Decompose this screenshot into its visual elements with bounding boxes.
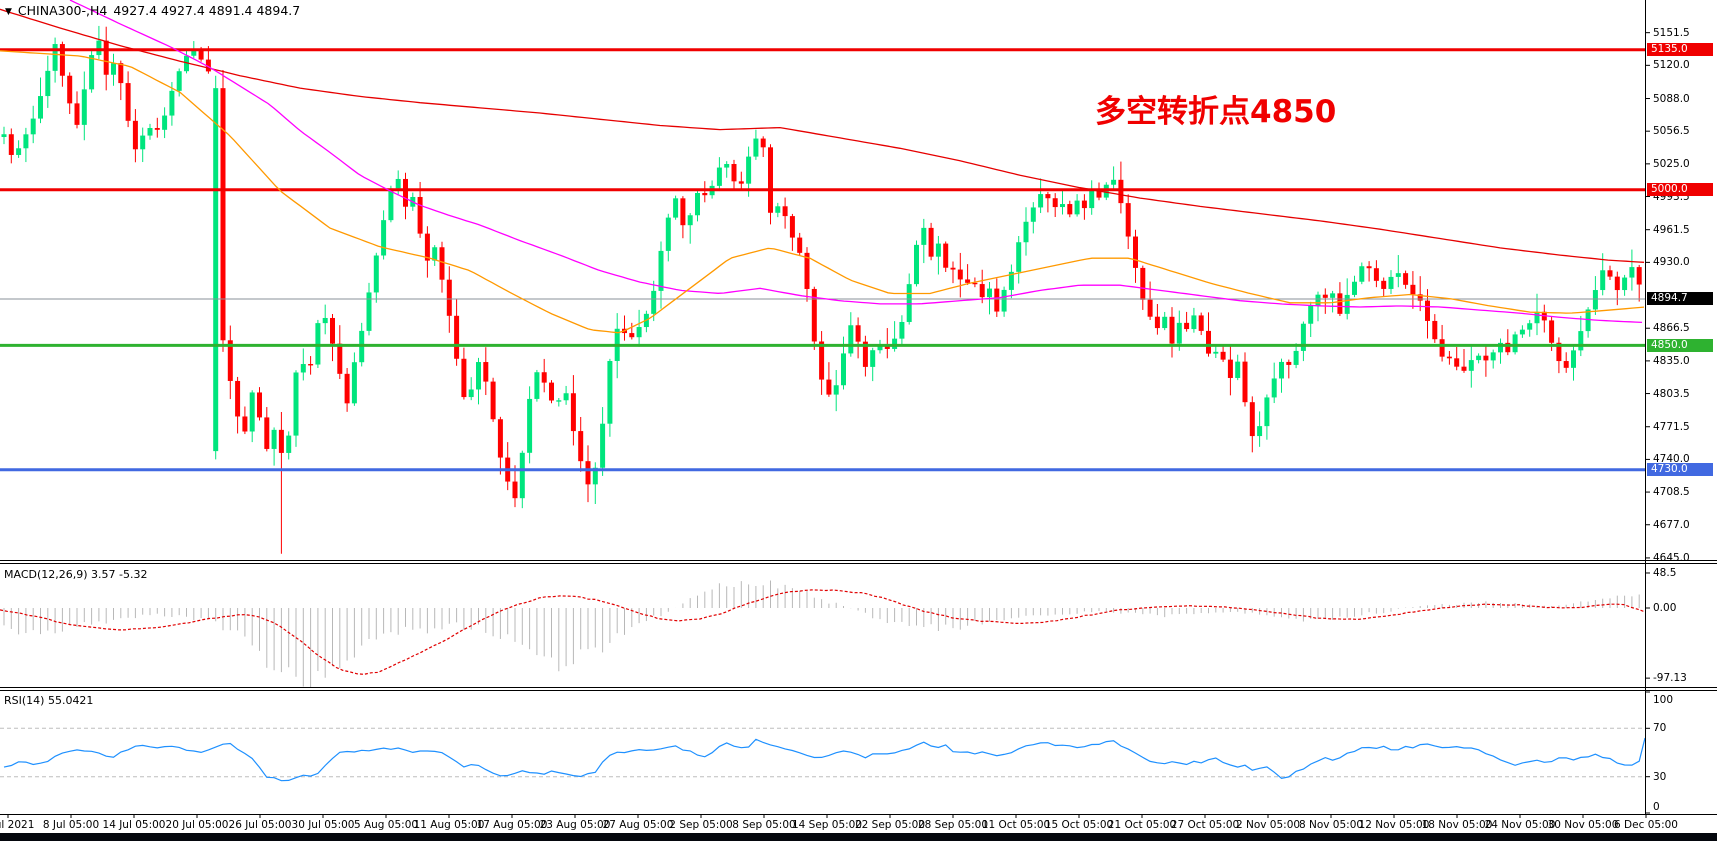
rsi-panel — [0, 727, 1645, 782]
price-axis-label: 4708.5 — [1653, 486, 1690, 499]
time-axis-label[interactable]: 23 Aug 05:00 — [539, 819, 611, 831]
price-axis-label: 4677.0 — [1653, 518, 1690, 531]
price-level-badge: 5135.0 — [1647, 43, 1713, 57]
macd-signal-line — [0, 589, 1645, 675]
time-axis-label[interactable]: 8 Sep 05:00 — [732, 819, 796, 831]
macd-axis-label: 48.5 — [1653, 567, 1677, 579]
price-level-badge: 4850.0 — [1647, 338, 1713, 352]
macd-indicator-label: MACD(12,26,9) 3.57 -5.32 — [4, 568, 148, 581]
bottom-taskbar[interactable] — [0, 833, 1717, 841]
time-axis-label[interactable]: 27 Aug 05:00 — [602, 819, 674, 831]
time-axis-label[interactable]: 21 Oct 05:00 — [1107, 819, 1177, 831]
time-axis-label[interactable]: 11 Aug 05:00 — [413, 819, 485, 831]
horizontal-levels[interactable] — [0, 48, 1645, 472]
price-axis-label: 5120.0 — [1653, 59, 1690, 72]
time-axis-label[interactable]: 8 Nov 05:00 — [1298, 819, 1364, 831]
ma-fast-orange — [0, 50, 1645, 334]
time-axis-label[interactable]: 30 Nov 05:00 — [1547, 819, 1619, 831]
time-axis-label[interactable]: 5 Aug 05:00 — [353, 819, 419, 831]
time-axis-label[interactable]: 2 Nov 05:00 — [1235, 819, 1301, 831]
ma-slow-red — [0, 8, 1645, 263]
time-axis-label[interactable]: 30 Jul 05:00 — [291, 819, 355, 831]
price-axis-label: 5056.5 — [1653, 125, 1690, 138]
chart-frame — [0, 0, 1717, 818]
rsi-axis-label: 0 — [1653, 801, 1660, 813]
price-axis-label: 4835.0 — [1653, 354, 1690, 367]
time-axis-label[interactable]: 2 Sep 05:00 — [669, 819, 733, 831]
time-axis-label[interactable]: 15 Oct 05:00 — [1044, 819, 1114, 831]
time-axis-label[interactable]: 22 Sep 05:00 — [854, 819, 926, 831]
time-axis-label[interactable]: 11 Oct 05:00 — [981, 819, 1051, 831]
macd-axis-label: -97.13 — [1653, 672, 1687, 685]
time-axis-label[interactable]: 24 Nov 05:00 — [1484, 819, 1556, 831]
time-axis-label[interactable]: 14 Jul 05:00 — [102, 819, 166, 831]
price-axis-label: 4961.5 — [1653, 223, 1690, 236]
price-axis-label: 5025.0 — [1653, 157, 1690, 170]
macd-panel — [0, 580, 1645, 687]
price-level-badge: 5000.0 — [1647, 183, 1713, 197]
time-axis-label[interactable]: 12 Nov 05:00 — [1358, 819, 1430, 831]
price-axis-label: 4930.0 — [1653, 256, 1690, 269]
time-axis-label[interactable]: 27 Oct 05:00 — [1170, 819, 1240, 831]
price-axis-label: 4771.5 — [1653, 420, 1690, 433]
price-axis-label: 4740.0 — [1653, 453, 1690, 466]
rsi-axis-label: 30 — [1653, 770, 1667, 783]
text-annotation: 多空转折点4850 — [1095, 94, 1337, 130]
ohlc-values: 4927.4 4927.4 4891.4 4894.7 — [113, 3, 301, 18]
symbol-dropdown-icon[interactable]: ▼ — [5, 7, 12, 17]
time-axis-label[interactable]: 26 Jul 05:00 — [228, 819, 292, 831]
price-axis-label: 5151.5 — [1653, 26, 1690, 39]
candlesticks — [1, 25, 1642, 554]
macd-axis-label: 0.00 — [1653, 602, 1677, 614]
rsi-indicator-label: RSI(14) 55.0421 — [4, 694, 94, 707]
price-level-badge: 4730.0 — [1647, 463, 1713, 477]
rsi-axis-label: 70 — [1653, 722, 1667, 735]
time-axis-label[interactable]: 14 Sep 05:00 — [791, 819, 863, 831]
rsi-line — [3, 737, 1645, 782]
symbol-timeframe-label: CHINA300-,H4 — [17, 3, 108, 18]
time-axis-label[interactable]: 20 Jul 05:00 — [165, 819, 229, 831]
price-level-badge: 4894.7 — [1647, 292, 1713, 306]
ma-mid-magenta — [69, 0, 1643, 324]
price-axis-label: 4803.5 — [1653, 387, 1690, 400]
price-axis-label: 4645.0 — [1653, 551, 1690, 564]
price-axis-label: 5088.0 — [1653, 92, 1690, 105]
rsi-axis-label: 100 — [1653, 694, 1674, 706]
time-axis-label[interactable]: 18 Nov 05:00 — [1421, 819, 1493, 831]
chart-title: ▼ CHINA300-,H4 4927.4 4927.4 4891.4 4894.7 — [5, 3, 300, 18]
price-axis-label: 4866.5 — [1653, 322, 1690, 335]
time-axis-label[interactable]: 2 Jul 2021 — [0, 819, 35, 831]
time-axis-label[interactable]: 17 Aug 05:00 — [476, 819, 548, 831]
time-axis-label[interactable]: 28 Sep 05:00 — [917, 819, 989, 831]
time-axis-label[interactable]: 6 Dec 05:00 — [1614, 819, 1678, 831]
time-axis-label[interactable]: 8 Jul 05:00 — [42, 819, 100, 831]
